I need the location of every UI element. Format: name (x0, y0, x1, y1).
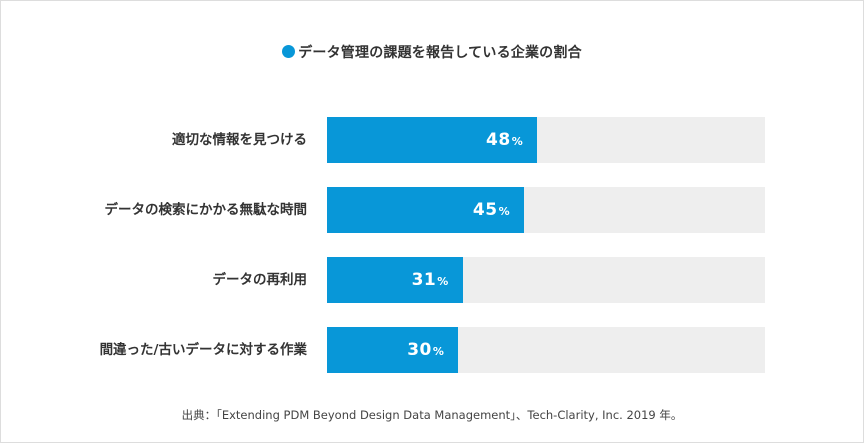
bar-track: 30% (327, 327, 765, 373)
bar-fill: 45% (327, 187, 525, 233)
bar-fill: 48% (327, 117, 538, 163)
bar-track: 31% (327, 257, 765, 303)
chart-title-text: データ管理の課題を報告している企業の割合 (298, 45, 582, 61)
bar-label: データの検索にかかる無駄な時間 (104, 202, 308, 218)
bar-row: 間違った/古いデータに対する作業 30% (1, 327, 864, 373)
bar-row: データの再利用 31% (1, 257, 864, 303)
source-citation: 出典：「Extending PDM Beyond Design Data Man… (181, 408, 683, 422)
bar-label: 適切な情報を見つける (172, 132, 307, 148)
bar-value: 45% (472, 200, 511, 220)
title-bullet-icon (282, 45, 296, 58)
bar-track: 48% (327, 117, 765, 163)
bar-value: 31% (411, 270, 449, 290)
bar-value: 48% (486, 130, 524, 150)
bar-fill: 30% (327, 327, 459, 373)
bar-row: データの検索にかかる無駄な時間 45% (1, 187, 864, 233)
chart-title: データ管理の課題を報告している企業の割合 (1, 44, 863, 62)
bar-track: 45% (327, 187, 765, 233)
bar-label: データの再利用 (212, 272, 308, 288)
bar-fill: 31% (327, 257, 463, 303)
bar-row: 適切な情報を見つける 48% (1, 117, 864, 163)
bar-value: 30% (407, 340, 445, 360)
bar-label: 間違った/古いデータに対する作業 (99, 342, 307, 358)
